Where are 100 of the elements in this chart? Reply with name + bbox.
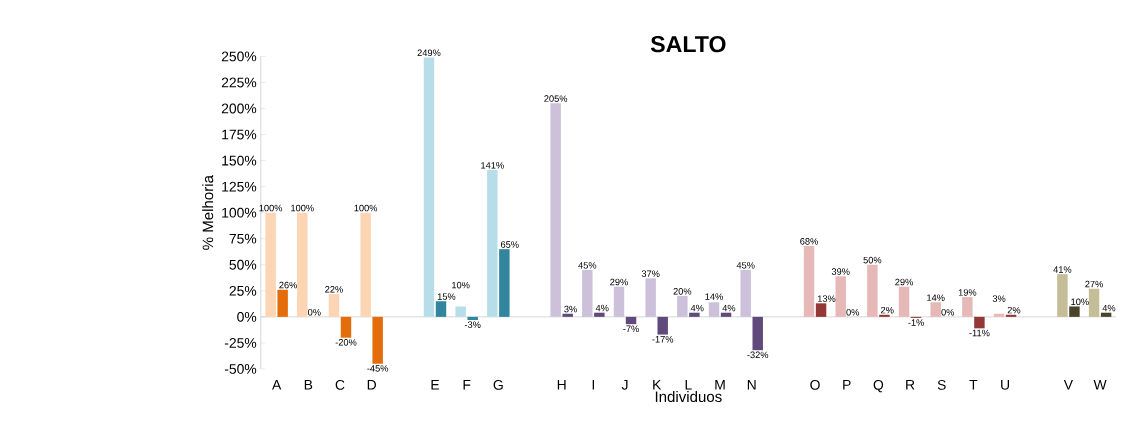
data-label: -20% — [335, 339, 357, 346]
data-label: -11% — [969, 329, 990, 337]
data-label: 22% — [325, 286, 343, 293]
bar — [562, 313, 573, 317]
data-label: 29% — [610, 278, 628, 286]
bar — [752, 316, 763, 351]
x-tick-label: G — [493, 379, 503, 390]
x-tick-label: M — [715, 379, 725, 390]
bar — [1100, 312, 1112, 317]
x-tick-label: N — [747, 379, 756, 390]
data-label: -17% — [652, 335, 674, 343]
x-tick-label: J — [621, 379, 628, 390]
data-label: 3% — [992, 295, 1006, 302]
bar — [297, 212, 308, 317]
x-tick-label: D — [367, 379, 376, 390]
data-label: 68% — [800, 238, 818, 245]
data-label: 14% — [927, 294, 945, 301]
data-label: 2% — [1007, 306, 1021, 314]
bar — [645, 278, 656, 317]
bar — [487, 169, 498, 317]
x-tick-label: F — [463, 379, 471, 390]
bar — [867, 264, 878, 317]
data-label: 3% — [564, 305, 577, 313]
x-tick-label: P — [843, 379, 851, 390]
bar — [582, 269, 593, 317]
bar — [1088, 288, 1100, 317]
bar — [550, 103, 561, 317]
bar — [930, 302, 941, 317]
bar — [625, 316, 637, 325]
data-label: -3% — [464, 321, 481, 328]
y-tick-label: 50% — [229, 259, 257, 270]
data-label: 13% — [817, 295, 836, 302]
data-label: 249% — [417, 49, 441, 57]
data-label: -1% — [908, 319, 924, 326]
bar — [879, 314, 890, 317]
data-label: 4% — [595, 304, 609, 312]
x-tick-label: U — [1001, 379, 1010, 390]
bar — [815, 303, 827, 317]
bar — [740, 269, 751, 317]
bar — [677, 296, 688, 317]
data-label: 100% — [354, 204, 378, 212]
data-label: 4% — [1102, 304, 1116, 312]
x-tick-label: S — [937, 379, 946, 390]
x-tick-label: Q — [873, 379, 884, 393]
data-label: 2% — [881, 306, 894, 314]
bar — [803, 246, 815, 317]
bar — [689, 312, 700, 317]
bar — [708, 302, 720, 317]
bar — [499, 249, 510, 317]
data-label: 50% — [863, 256, 882, 264]
bar — [372, 316, 383, 364]
bar — [962, 297, 973, 317]
y-tick-label: 225% — [221, 77, 257, 88]
y-tick-label: 0% — [237, 311, 257, 322]
bar — [835, 276, 846, 317]
x-tick-label: O — [810, 379, 820, 390]
bar — [455, 306, 466, 317]
bar — [328, 293, 340, 317]
y-tick-label: 25% — [229, 285, 257, 296]
x-tick-label: R — [906, 379, 915, 390]
y-tick-label: 125% — [222, 181, 257, 192]
x-tick-label: B — [304, 379, 313, 390]
y-tick-label: 175% — [222, 129, 257, 140]
y-tick-label: 200% — [221, 103, 257, 114]
bar — [277, 289, 288, 317]
bar — [435, 301, 447, 317]
y-tick-label: 150% — [222, 155, 257, 166]
data-label: 20% — [673, 288, 692, 295]
data-label: 0% — [307, 308, 321, 316]
data-label: 10% — [1071, 298, 1089, 306]
data-label: 19% — [958, 289, 977, 296]
data-label: -7% — [623, 325, 639, 333]
x-tick-label: A — [272, 379, 282, 390]
x-axis-title: Individuos — [655, 390, 722, 403]
data-label: 27% — [1085, 280, 1103, 288]
data-label: 100% — [291, 204, 314, 212]
x-tick-label: L — [685, 379, 692, 390]
bar — [594, 312, 605, 317]
bar — [720, 312, 732, 317]
y-axis-title: % Melhoria — [202, 175, 214, 250]
bar — [993, 313, 1005, 317]
x-tick-label: C — [335, 379, 345, 390]
data-label: 0% — [846, 308, 860, 316]
x-tick-label: I — [592, 379, 594, 390]
bar — [265, 212, 276, 317]
x-tick-label: W — [1093, 379, 1107, 390]
bar — [657, 316, 668, 335]
bar — [467, 316, 478, 320]
bar — [423, 57, 435, 317]
y-tick-label: 75% — [229, 233, 257, 244]
data-label: 10% — [452, 281, 470, 289]
data-label: 4% — [690, 304, 704, 312]
data-label: 41% — [1053, 266, 1072, 273]
bar — [898, 286, 910, 317]
bar — [1005, 314, 1017, 317]
y-tick-label: -25% — [224, 337, 257, 348]
bar — [360, 212, 371, 317]
data-label: -45% — [367, 365, 389, 372]
x-tick-label: E — [431, 379, 440, 390]
x-tick-label: T — [969, 379, 978, 390]
